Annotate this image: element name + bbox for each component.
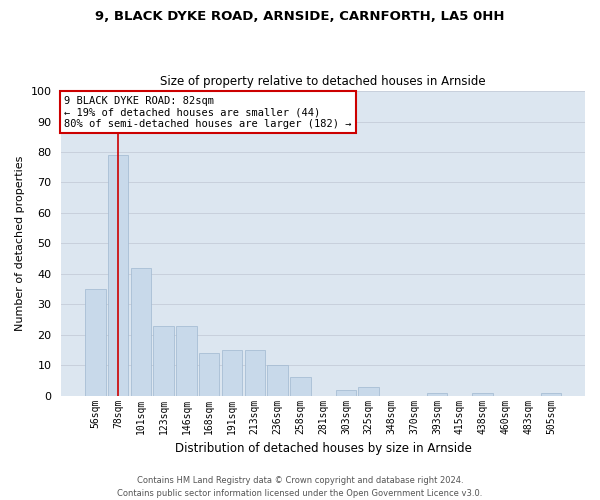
Bar	[199, 353, 220, 396]
Bar	[222, 350, 242, 396]
Bar	[541, 392, 561, 396]
Bar	[108, 155, 128, 396]
Bar	[245, 350, 265, 396]
Text: 9 BLACK DYKE ROAD: 82sqm
← 19% of detached houses are smaller (44)
80% of semi-d: 9 BLACK DYKE ROAD: 82sqm ← 19% of detach…	[64, 96, 352, 129]
Bar	[176, 326, 197, 396]
Bar	[290, 378, 311, 396]
Bar	[427, 392, 447, 396]
Bar	[85, 289, 106, 396]
Text: Contains HM Land Registry data © Crown copyright and database right 2024.
Contai: Contains HM Land Registry data © Crown c…	[118, 476, 482, 498]
Bar	[154, 326, 174, 396]
Bar	[472, 392, 493, 396]
Bar	[268, 365, 288, 396]
Bar	[131, 268, 151, 396]
Title: Size of property relative to detached houses in Arnside: Size of property relative to detached ho…	[160, 76, 486, 88]
Y-axis label: Number of detached properties: Number of detached properties	[15, 156, 25, 331]
Bar	[335, 390, 356, 396]
Bar	[358, 386, 379, 396]
X-axis label: Distribution of detached houses by size in Arnside: Distribution of detached houses by size …	[175, 442, 472, 455]
Text: 9, BLACK DYKE ROAD, ARNSIDE, CARNFORTH, LA5 0HH: 9, BLACK DYKE ROAD, ARNSIDE, CARNFORTH, …	[95, 10, 505, 23]
